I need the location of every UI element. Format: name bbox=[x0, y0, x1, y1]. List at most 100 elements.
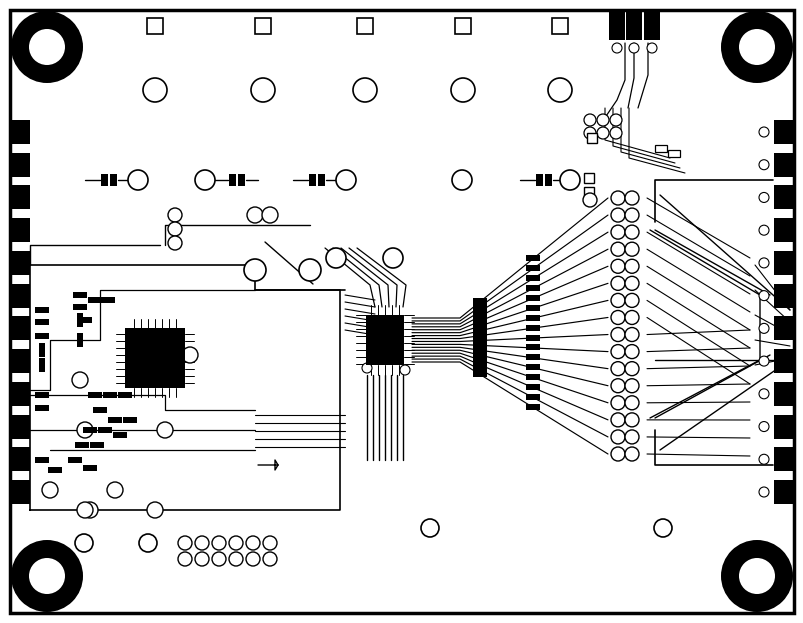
Circle shape bbox=[611, 43, 622, 53]
Bar bbox=[773, 186, 793, 209]
Bar bbox=[93, 407, 107, 413]
Bar bbox=[10, 120, 30, 144]
Circle shape bbox=[168, 222, 181, 236]
Bar bbox=[773, 414, 793, 439]
Circle shape bbox=[75, 534, 93, 552]
Bar bbox=[10, 414, 30, 439]
Circle shape bbox=[610, 242, 624, 256]
Circle shape bbox=[421, 519, 438, 537]
Circle shape bbox=[77, 502, 93, 518]
Circle shape bbox=[168, 236, 181, 250]
Bar bbox=[773, 447, 793, 471]
Circle shape bbox=[624, 293, 638, 307]
Bar bbox=[39, 358, 45, 372]
Circle shape bbox=[582, 193, 597, 207]
Circle shape bbox=[624, 242, 638, 256]
Bar bbox=[525, 275, 540, 281]
Circle shape bbox=[610, 396, 624, 410]
Bar bbox=[83, 427, 97, 433]
Circle shape bbox=[624, 191, 638, 205]
Bar bbox=[472, 303, 487, 309]
Circle shape bbox=[758, 356, 768, 366]
Circle shape bbox=[147, 502, 163, 518]
Bar bbox=[773, 283, 793, 308]
Bar bbox=[472, 337, 487, 343]
Bar bbox=[88, 297, 102, 303]
Bar bbox=[472, 332, 487, 338]
Circle shape bbox=[624, 379, 638, 392]
Bar bbox=[110, 174, 117, 186]
Bar bbox=[773, 316, 793, 340]
Bar bbox=[35, 333, 49, 339]
Circle shape bbox=[758, 258, 768, 268]
Circle shape bbox=[624, 225, 638, 239]
Bar bbox=[118, 392, 132, 398]
Bar bbox=[472, 342, 487, 348]
Circle shape bbox=[758, 159, 768, 169]
Circle shape bbox=[610, 277, 624, 290]
Bar bbox=[525, 325, 540, 331]
Circle shape bbox=[451, 170, 471, 190]
Circle shape bbox=[624, 345, 638, 359]
Circle shape bbox=[758, 454, 768, 464]
Circle shape bbox=[325, 248, 345, 268]
Circle shape bbox=[610, 362, 624, 376]
Bar bbox=[35, 307, 49, 313]
Circle shape bbox=[11, 540, 83, 612]
Circle shape bbox=[758, 225, 768, 235]
Circle shape bbox=[624, 328, 638, 341]
Circle shape bbox=[168, 208, 181, 222]
Circle shape bbox=[758, 291, 768, 301]
Bar bbox=[98, 427, 112, 433]
Bar bbox=[147, 18, 163, 34]
Circle shape bbox=[262, 207, 278, 223]
Circle shape bbox=[610, 293, 624, 307]
Circle shape bbox=[624, 277, 638, 290]
Circle shape bbox=[42, 482, 58, 498]
Bar bbox=[318, 174, 324, 186]
Bar bbox=[75, 442, 89, 448]
Circle shape bbox=[177, 536, 192, 550]
Bar bbox=[773, 251, 793, 275]
Circle shape bbox=[11, 11, 83, 83]
Bar bbox=[525, 335, 540, 341]
Bar bbox=[773, 480, 793, 504]
Circle shape bbox=[610, 447, 624, 461]
Bar bbox=[525, 344, 540, 350]
Circle shape bbox=[758, 487, 768, 497]
Bar bbox=[525, 255, 540, 261]
Bar bbox=[90, 442, 104, 448]
Circle shape bbox=[229, 552, 243, 566]
Bar bbox=[113, 432, 127, 438]
Circle shape bbox=[610, 430, 624, 444]
Bar bbox=[643, 10, 659, 40]
Bar bbox=[654, 145, 666, 152]
Circle shape bbox=[336, 170, 356, 190]
Circle shape bbox=[143, 78, 167, 102]
Circle shape bbox=[624, 310, 638, 325]
Circle shape bbox=[548, 78, 571, 102]
Bar bbox=[39, 343, 45, 357]
Circle shape bbox=[624, 259, 638, 273]
Bar bbox=[108, 417, 122, 423]
Circle shape bbox=[361, 363, 372, 373]
Circle shape bbox=[624, 447, 638, 461]
Bar bbox=[365, 315, 403, 365]
Circle shape bbox=[82, 502, 98, 518]
Bar bbox=[552, 18, 567, 34]
Circle shape bbox=[247, 207, 263, 223]
Circle shape bbox=[246, 536, 259, 550]
Bar bbox=[525, 354, 540, 360]
Bar bbox=[472, 361, 487, 367]
Circle shape bbox=[181, 347, 198, 363]
Circle shape bbox=[610, 328, 624, 341]
Bar bbox=[626, 10, 642, 40]
Circle shape bbox=[610, 413, 624, 427]
Circle shape bbox=[382, 248, 402, 268]
Bar bbox=[35, 392, 49, 398]
Bar bbox=[10, 382, 30, 406]
Circle shape bbox=[610, 310, 624, 325]
Bar bbox=[608, 10, 624, 40]
Bar bbox=[773, 349, 793, 373]
Bar bbox=[77, 313, 83, 327]
